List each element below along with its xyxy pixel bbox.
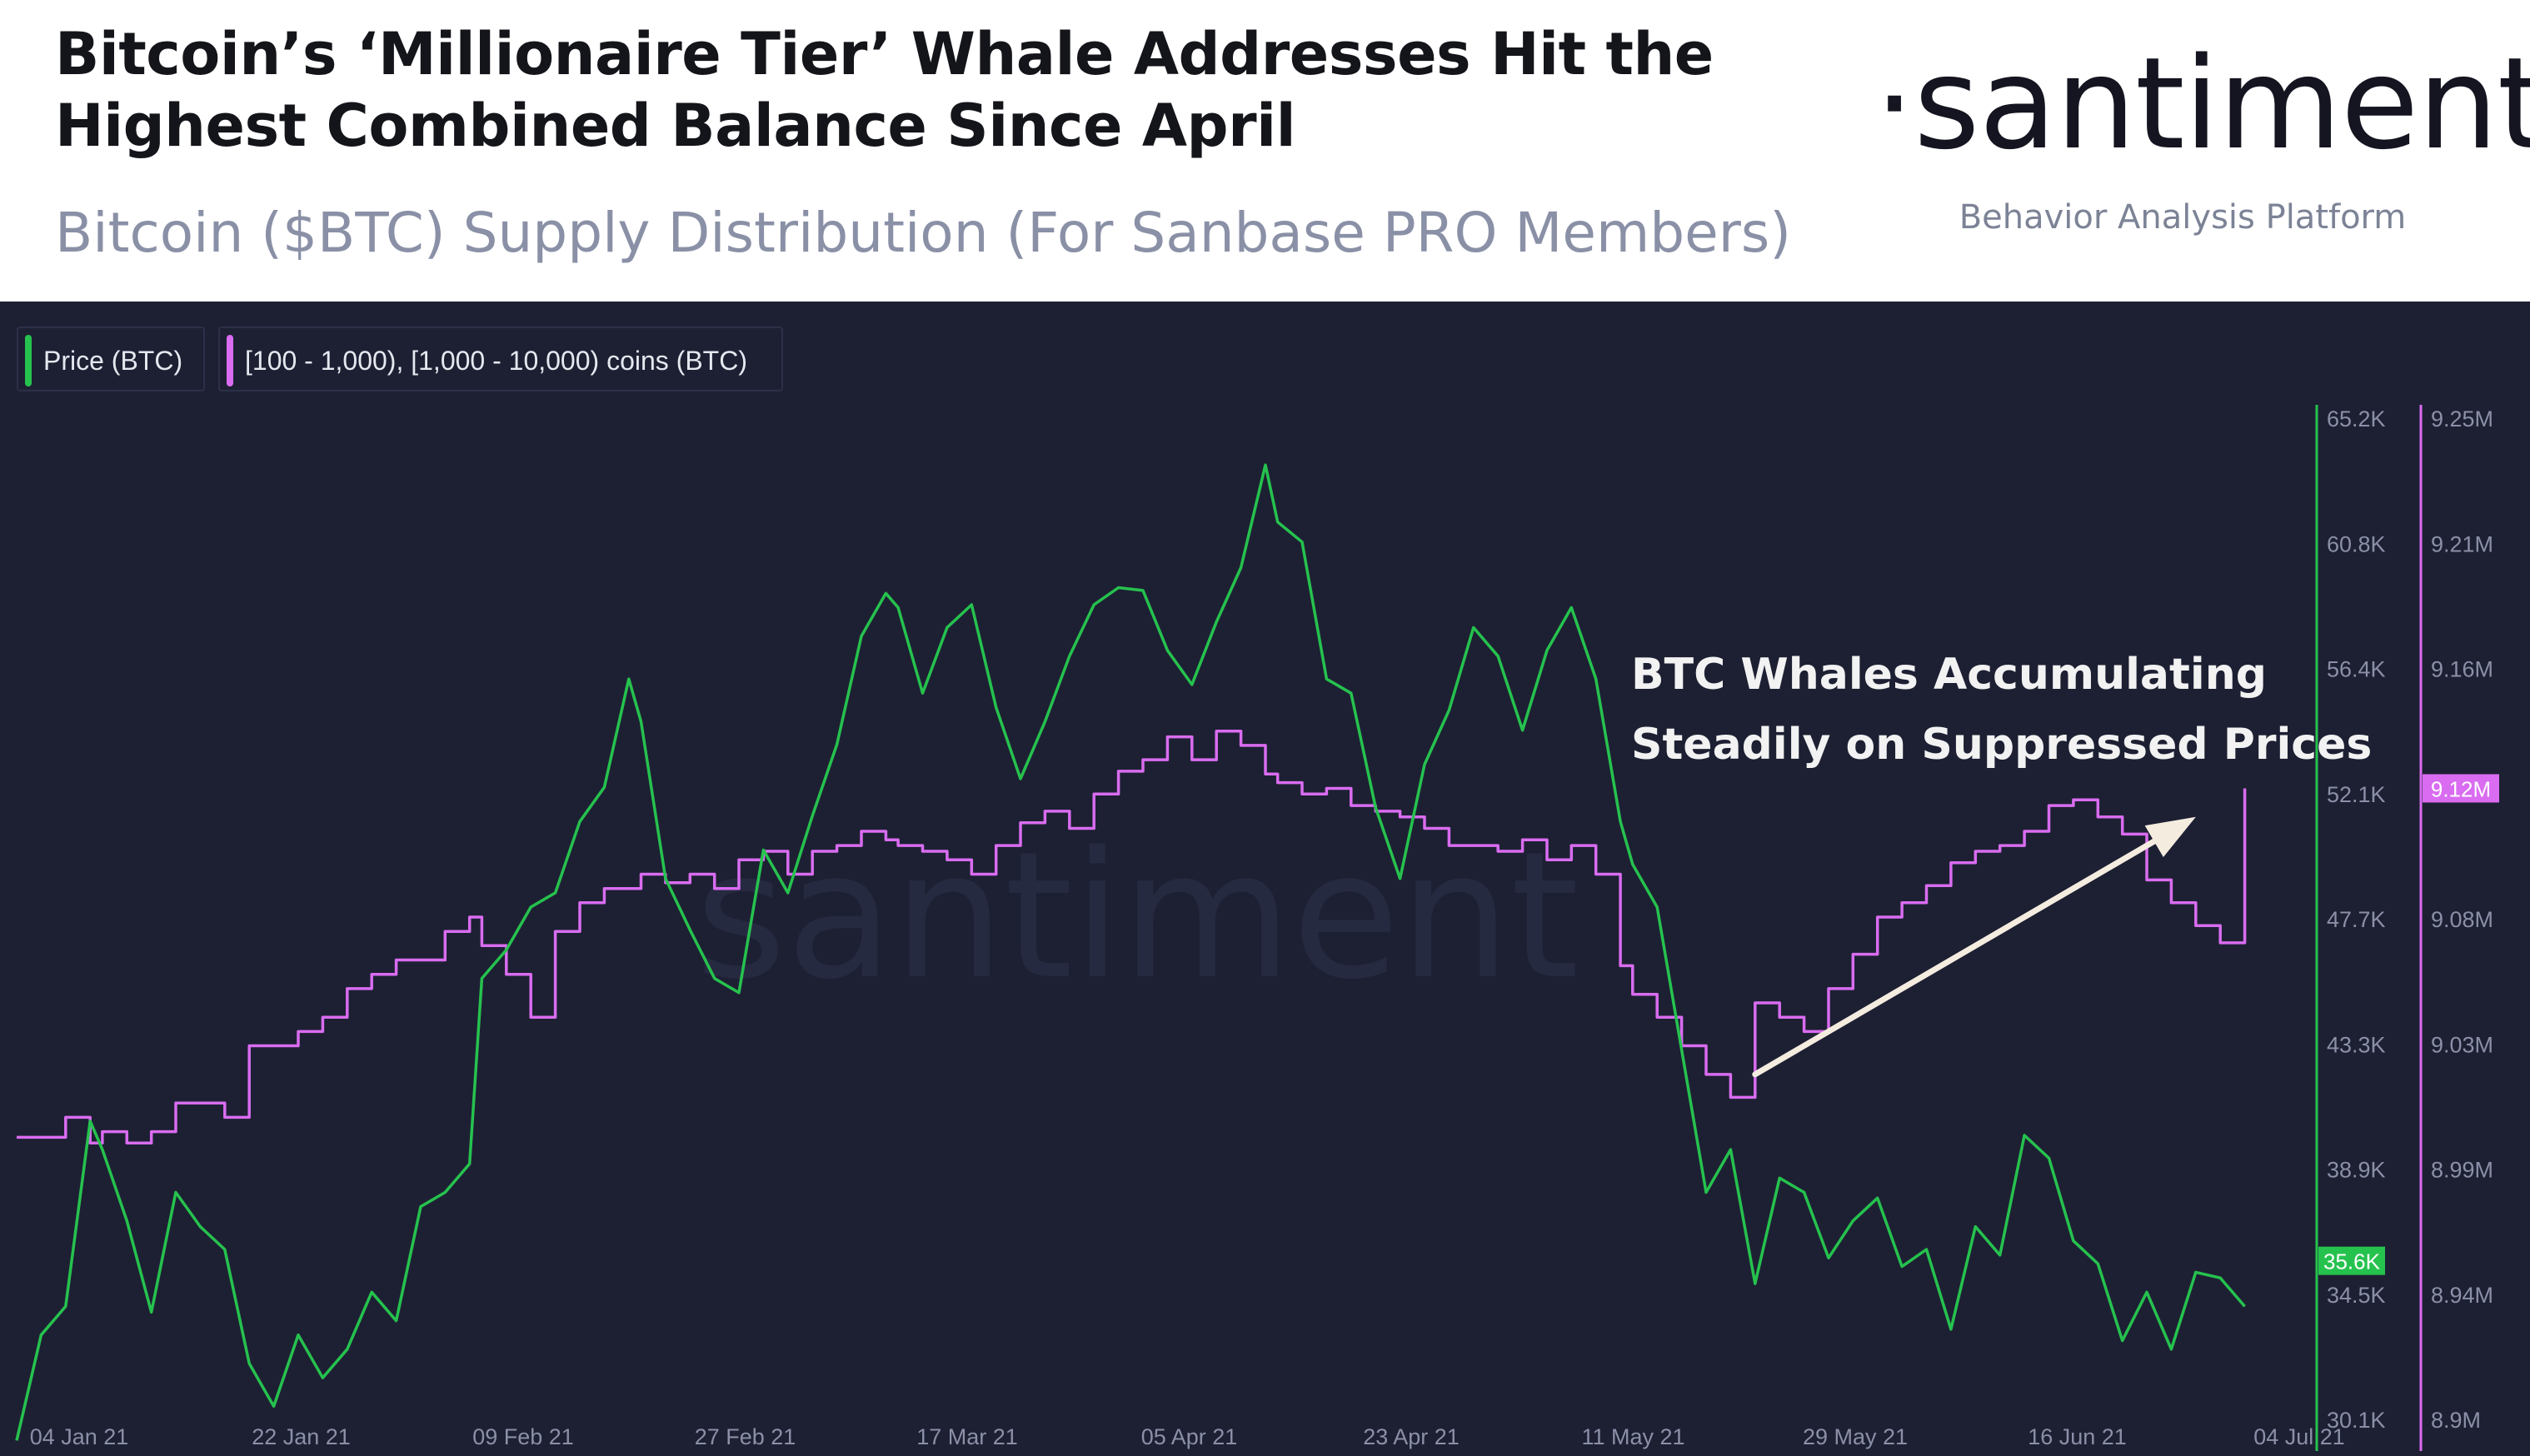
x-axis-tick-label: 04 Jul 21 <box>2253 1424 2345 1449</box>
price-axis-tick-label: 60.8K <box>2327 531 2386 556</box>
chart-area: santiment 65.2K 60.8K 56.4K 52.1K 47.7K 43.3K 3… <box>0 302 2530 1456</box>
price-axis-tick-label: 38.9K <box>2327 1158 2386 1183</box>
chart-title: Bitcoin’s ‘Millionaire Tier’ Whale Addre… <box>55 18 1846 162</box>
legend-item-price[interactable]: Price (BTC) <box>17 327 205 391</box>
price-axis-tick-label: 30.1K <box>2327 1408 2386 1433</box>
santiment-logo: ·santiment· <box>1874 30 2530 177</box>
logo-tagline: Behavior Analysis Platform <box>1959 198 2407 237</box>
legend-swatch-price <box>25 335 32 386</box>
supply-axis-tick-label: 8.9M <box>2431 1408 2481 1433</box>
x-axis-tick-label: 27 Feb 21 <box>695 1424 796 1449</box>
price-axis-tick-label: 43.3K <box>2327 1032 2386 1057</box>
chart-svg: santiment 65.2K 60.8K 56.4K 52.1K 47.7K 43.3K 3… <box>15 405 2499 1451</box>
price-current-badge <box>2318 1246 2385 1275</box>
chart-title-line-1: Bitcoin’s ‘Millionaire Tier’ Whale Addre… <box>55 20 1714 88</box>
legend-item-supply[interactable]: [100 - 1,000), [1,000 - 10,000) coins (B… <box>218 327 783 391</box>
x-axis-tick-label: 22 Jan 21 <box>252 1424 351 1449</box>
x-axis-tick-label: 11 May 21 <box>1581 1424 1684 1449</box>
supply-axis-tick-label: 9.21M <box>2431 531 2493 556</box>
legend-swatch-supply <box>227 335 233 386</box>
x-axis-tick-label: 09 Feb 21 <box>472 1424 574 1449</box>
supply-axis-tick-label: 9.16M <box>2431 657 2493 682</box>
x-axis-tick-label: 23 Apr 21 <box>1363 1424 1460 1449</box>
x-axis-tick-label: 29 May 21 <box>1803 1424 1908 1449</box>
x-axis-tick-label: 05 Apr 21 <box>1141 1424 1238 1449</box>
legend-label-supply: [100 - 1,000), [1,000 - 10,000) coins (B… <box>245 346 747 376</box>
annotation-arrow-head <box>2144 816 2196 858</box>
supply-axis-tick-label: 9.08M <box>2431 907 2493 932</box>
chart-header: Bitcoin’s ‘Millionaire Tier’ Whale Addre… <box>0 0 2530 302</box>
annotation-line-2: Steadily on Suppressed Prices <box>1631 720 2373 770</box>
watermark-text: santiment <box>695 814 1579 1018</box>
supply-current-badge <box>2423 774 2499 803</box>
price-axis-tick-label: 47.7K <box>2327 907 2386 932</box>
annotation-text: BTC Whales Accumulating Steadily on Supp… <box>1631 640 2372 780</box>
supply-axis-tick-label: 8.99M <box>2431 1158 2493 1183</box>
price-current-label: 35.6K <box>2323 1249 2381 1274</box>
chart-title-line-2: Highest Combined Balance Since April <box>55 92 1296 160</box>
price-axis-tick-label: 65.2K <box>2327 406 2386 431</box>
supply-series-line <box>17 730 2247 1145</box>
price-axis-tick-label: 34.5K <box>2327 1283 2386 1308</box>
supply-current-label: 9.12M <box>2431 776 2491 801</box>
price-axis-tick-label: 56.4K <box>2327 657 2386 682</box>
annotation-line-1: BTC Whales Accumulating <box>1631 650 2267 700</box>
annotation-arrow-line <box>1752 838 2158 1078</box>
supply-axis-tick-label: 9.25M <box>2431 406 2493 431</box>
supply-axis-tick-label: 8.94M <box>2431 1283 2493 1308</box>
x-axis-tick-label: 16 Jun 21 <box>2028 1424 2127 1449</box>
x-axis-tick-label: 04 Jan 21 <box>30 1424 129 1449</box>
chart-subtitle: Bitcoin ($BTC) Supply Distribution (For … <box>55 201 1792 265</box>
legend-label-price: Price (BTC) <box>43 346 183 376</box>
price-series-line <box>15 463 2246 1441</box>
supply-axis-tick-label: 9.03M <box>2431 1032 2493 1057</box>
x-axis-tick-label: 17 Mar 21 <box>916 1424 1018 1449</box>
price-axis-tick-label: 52.1K <box>2327 782 2386 807</box>
